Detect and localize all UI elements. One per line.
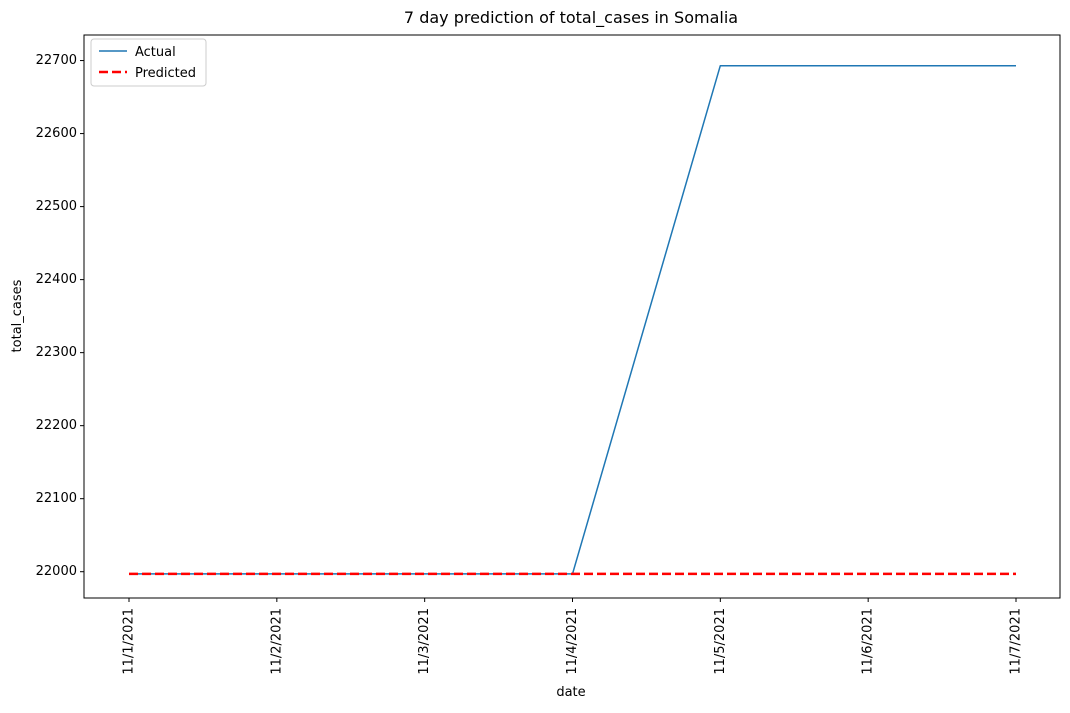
chart-title: 7 day prediction of total_cases in Somal… <box>404 8 738 28</box>
y-tick-label: 22100 <box>36 491 77 506</box>
x-tick-label: 11/3/2021 <box>417 608 432 675</box>
plot-area <box>129 64 1016 576</box>
y-axis: 22000 22100 22200 22300 22400 22500 22600 22700 <box>36 53 84 579</box>
y-tick-label: 22700 <box>36 53 77 68</box>
legend-label-predicted: Predicted <box>135 66 196 81</box>
x-tick-label: 11/6/2021 <box>861 608 876 675</box>
x-tick-label: 11/5/2021 <box>713 608 728 675</box>
y-tick-label: 22600 <box>36 126 77 141</box>
x-tick-label: 11/1/2021 <box>122 608 137 675</box>
y-tick-label: 22200 <box>36 418 77 433</box>
y-tick-label: 22300 <box>36 345 77 360</box>
y-axis-label: total_cases <box>10 279 25 352</box>
legend: Actual Predicted <box>90 38 207 87</box>
x-axis-label: date <box>556 685 585 700</box>
legend-label-actual: Actual <box>135 45 176 60</box>
x-axis: 11/1/2021 11/2/2021 11/3/2021 11/4/2021 11/5… <box>122 598 1024 675</box>
y-tick-label: 22400 <box>36 272 77 287</box>
x-tick-label: 11/7/2021 <box>1009 608 1024 675</box>
y-tick-label: 22000 <box>36 564 77 579</box>
x-tick-label: 11/4/2021 <box>565 608 580 675</box>
y-tick-label: 22500 <box>36 199 77 214</box>
x-tick-label: 11/2/2021 <box>269 608 284 675</box>
